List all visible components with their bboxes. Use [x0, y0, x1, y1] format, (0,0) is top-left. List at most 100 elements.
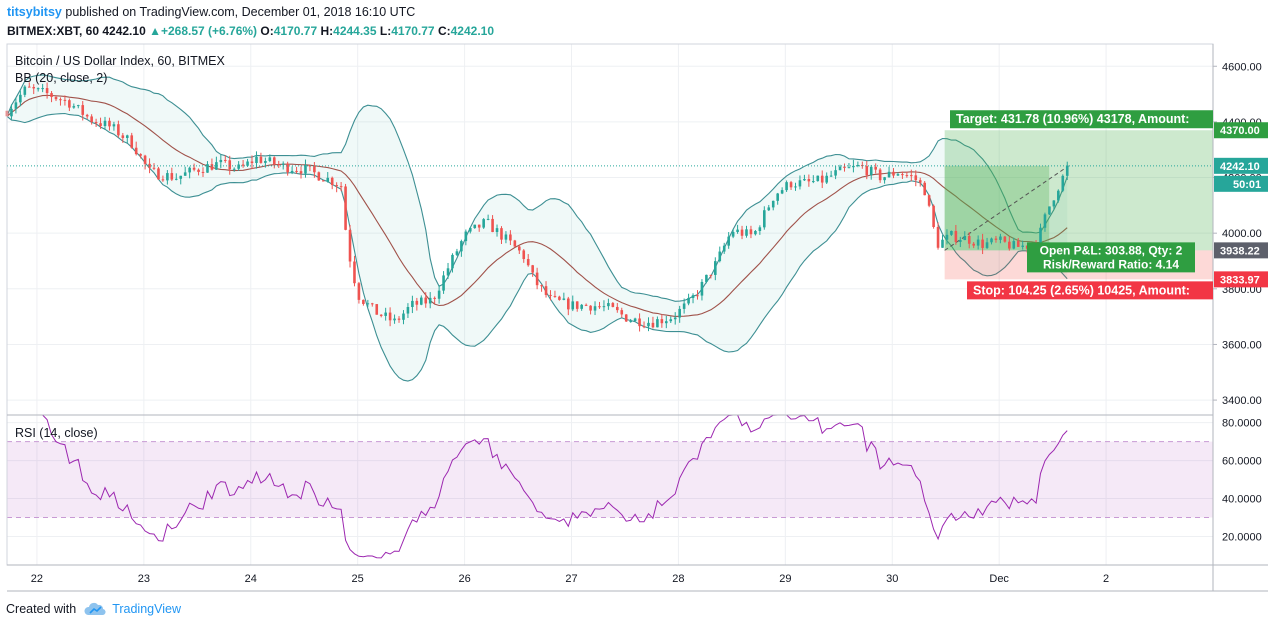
candle-body: [152, 167, 156, 169]
tradingview-link[interactable]: TradingView: [84, 602, 181, 616]
candle-body: [460, 241, 463, 252]
high-label: H:: [320, 24, 334, 38]
triangle-up-icon: ▲: [149, 24, 161, 38]
candle-body: [763, 210, 766, 228]
publish-line: titsybitsy published on TradingView.com,…: [7, 4, 494, 20]
candle-body: [620, 310, 624, 315]
candle-body: [442, 275, 445, 291]
profit-zone: [944, 130, 1213, 251]
candle-body: [103, 120, 107, 127]
candle-body: [994, 238, 998, 240]
time-tick-label: 2: [1103, 573, 1109, 585]
candle-body: [375, 304, 379, 315]
bb-legend: BB (20, close, 2): [15, 71, 107, 85]
candle-body: [143, 155, 147, 164]
candle-body: [660, 319, 664, 324]
candle-body: [313, 166, 316, 173]
candle-body: [402, 313, 405, 320]
entry-price-tag: 3938.22: [1220, 245, 1260, 257]
candle-body: [326, 177, 330, 182]
candle-body: [415, 300, 419, 305]
candle-body: [718, 251, 722, 262]
candle-body: [584, 304, 588, 306]
time-tick-label: 25: [352, 573, 364, 585]
candle-body: [259, 156, 263, 163]
candle-body: [268, 157, 272, 161]
candle-body: [1021, 245, 1024, 247]
candle-body: [767, 207, 771, 211]
candle-body: [241, 164, 245, 166]
candle-body: [121, 135, 125, 138]
candle-body: [598, 306, 601, 308]
candle-body: [344, 186, 347, 230]
candle-body: [656, 319, 659, 328]
candle-body: [63, 99, 67, 101]
candle-body: [758, 227, 762, 231]
candle-body: [81, 105, 85, 115]
stop-price-tag-bg: [1214, 271, 1268, 288]
candle-body: [754, 230, 757, 235]
candle-body: [901, 174, 904, 176]
candle-body: [72, 106, 76, 108]
candle-body: [740, 229, 744, 236]
candle-body: [709, 274, 713, 276]
candle-body: [54, 97, 58, 100]
candle-body: [526, 259, 530, 266]
rsi-tick-label: 80.0000: [1222, 418, 1262, 430]
candle-body: [295, 170, 298, 172]
candle-body: [85, 114, 89, 117]
candle-body: [455, 251, 459, 255]
candle-body: [950, 230, 953, 235]
candle-body: [847, 167, 851, 169]
candle-body: [94, 122, 98, 124]
candle-body: [771, 200, 775, 208]
candle-body: [549, 294, 552, 296]
candle-body: [237, 164, 240, 169]
candle-body: [896, 174, 900, 176]
candle-body: [513, 240, 517, 247]
candle-body: [161, 179, 165, 181]
candle-body: [50, 93, 53, 98]
candle-body: [852, 165, 855, 168]
candle-body: [1048, 206, 1051, 215]
chart-canvas[interactable]: 4600.004400.004200.004000.003800.003600.…: [0, 0, 1274, 600]
candle-body: [174, 178, 178, 180]
candle-body: [571, 301, 575, 310]
candle-body: [941, 239, 944, 248]
pnl-label-bg: [1027, 242, 1195, 273]
candle-body: [629, 321, 632, 323]
time-tick-label: 22: [31, 573, 43, 585]
created-with-text: Created with: [6, 602, 77, 616]
candle-body: [959, 240, 962, 242]
time-tick-label: 30: [886, 573, 898, 585]
author-link[interactable]: titsybitsy: [7, 5, 62, 19]
open-label: O:: [260, 24, 274, 38]
candle-body: [999, 236, 1002, 240]
candle-body: [522, 250, 526, 260]
candle-body: [473, 224, 477, 229]
candle-body: [816, 175, 820, 182]
candle-body: [829, 175, 833, 177]
time-tick-label: 24: [245, 573, 257, 585]
candles: [5, 82, 1213, 332]
candle-body: [932, 205, 935, 227]
candle-body: [495, 228, 499, 233]
candle-body: [874, 166, 877, 170]
candle-body: [290, 170, 294, 173]
candle-body: [504, 234, 508, 240]
bb-fill: [7, 74, 1068, 382]
candle-body: [562, 298, 566, 300]
candle-body: [705, 274, 708, 282]
candle-body: [19, 94, 22, 103]
candle-body: [157, 168, 160, 180]
candle-body: [544, 286, 548, 295]
price-tick-label: 4000.00: [1222, 228, 1262, 240]
long-position-tool[interactable]: [944, 130, 1213, 280]
axes: 4600.004400.004200.004000.003800.003600.…: [31, 61, 1268, 585]
pnl-label: Open P&L: 303.88, Qty: 2: [1040, 243, 1183, 257]
time-tick-label: 23: [138, 573, 150, 585]
candle-body: [272, 157, 276, 165]
candle-body: [1065, 165, 1069, 176]
candle-body: [914, 175, 918, 181]
symbol-label[interactable]: BITMEX:XBT, 60: [7, 24, 100, 38]
